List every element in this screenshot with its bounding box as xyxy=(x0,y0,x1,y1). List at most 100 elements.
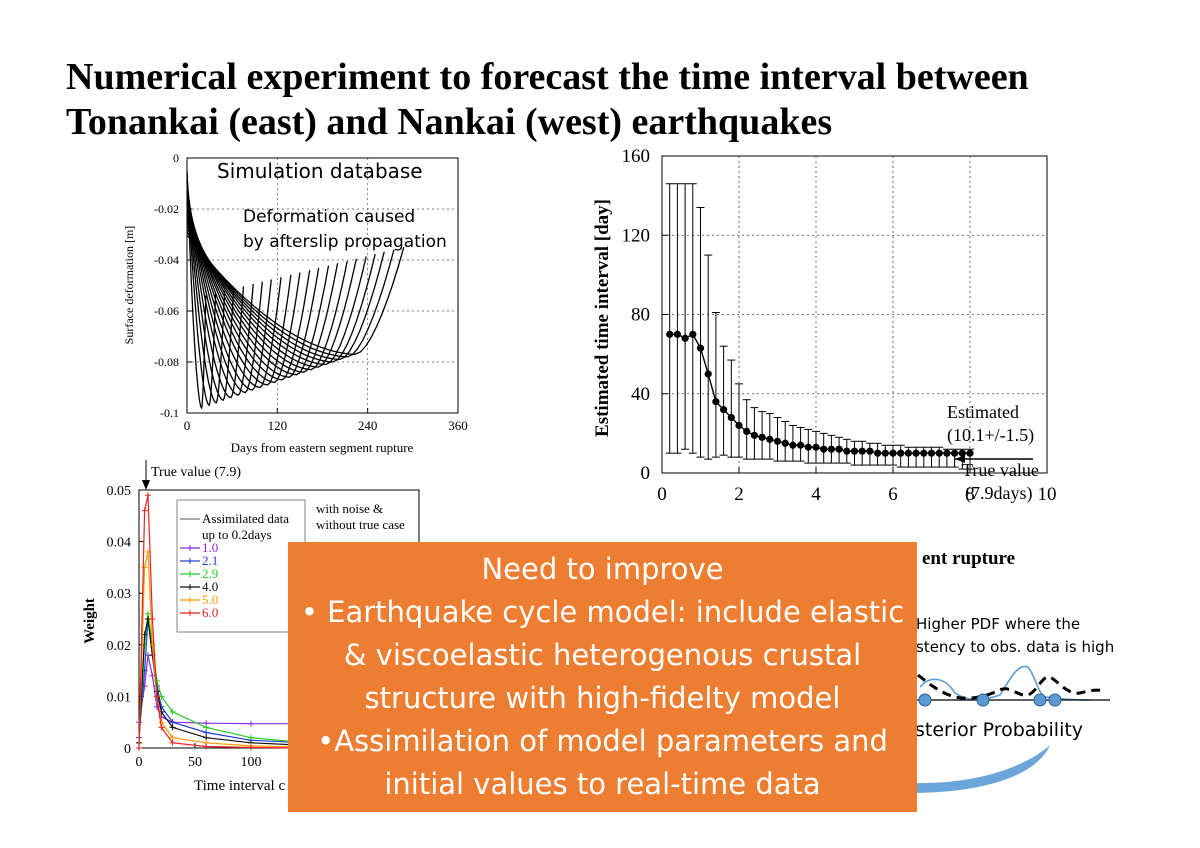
legend-title-line-1: Assimilated data xyxy=(202,511,289,526)
deformation-curve xyxy=(186,234,405,355)
chart2-y-tick-label: 40 xyxy=(631,384,650,405)
estimate-point xyxy=(804,443,812,451)
chart3-legend xyxy=(176,499,306,633)
chart1-title: Simulation database xyxy=(217,159,423,183)
down-arrow-icon xyxy=(142,480,150,490)
chart2-y-axis-label: Estimated time interval [day] xyxy=(592,199,613,437)
chart1-x-axis-label: Days from eastern segment rupture xyxy=(231,440,414,455)
deformation-curve xyxy=(186,201,301,384)
estimate-point xyxy=(904,449,912,457)
true-value-label: True value xyxy=(962,460,1039,480)
estimate-point xyxy=(673,330,681,338)
chart3-y-tick-label: 0.01 xyxy=(107,690,132,705)
legend-note-line-1: with noise & xyxy=(316,501,383,516)
estimate-point xyxy=(858,447,866,455)
slide-title-line-1: Numerical experiment to forecast the tim… xyxy=(66,56,1029,98)
deformation-curve xyxy=(186,195,282,389)
particle-dot xyxy=(976,693,990,707)
legend-label: 2.1 xyxy=(202,553,218,568)
estimate-point xyxy=(951,449,959,457)
estimate-point xyxy=(958,449,966,457)
deformation-curve xyxy=(186,216,348,371)
deformation-curve xyxy=(186,176,226,404)
estimate-point xyxy=(773,437,782,445)
chart1-x-tick-label: 240 xyxy=(358,418,378,433)
estimate-point xyxy=(735,421,743,430)
deformation-curve xyxy=(186,219,358,368)
estimate-point xyxy=(866,447,874,455)
estimate-point xyxy=(781,439,789,447)
chart3-y-axis-label: Weight xyxy=(82,598,98,644)
improvement-callout: Need to improve • Earthquake cycle model… xyxy=(288,542,917,812)
chart2-x-tick-label: 10 xyxy=(1038,484,1057,505)
chart1-ticks: 0 120 240 360 0 -0.02 -0.04 -0.06 -0.08 -0.1 xyxy=(154,151,468,433)
chart3-x-tick-label: 0 xyxy=(136,755,143,770)
estimate-point xyxy=(820,445,828,453)
estimate-point xyxy=(874,449,882,457)
slide-title-line-2: Tonankai (east) and Nankai (west) earthq… xyxy=(66,101,833,143)
chart3-y-tick-label: 0.04 xyxy=(107,536,132,551)
estimate-point xyxy=(750,431,758,439)
chart3-x-axis-label-fragment: Time interval c xyxy=(194,778,285,794)
chart1-y-tick-label: 0 xyxy=(173,151,179,165)
true-value-days-label: (7.9days) xyxy=(965,483,1032,504)
chart2-x-tick-label: 2 xyxy=(734,484,744,505)
chart1-y-tick-label: -0.04 xyxy=(154,253,179,267)
estimate-point xyxy=(766,435,774,443)
estimate-point xyxy=(681,334,689,342)
chart1-x-tick-label: 360 xyxy=(448,418,468,433)
estimate-point xyxy=(758,433,766,441)
legend-label: 5.0 xyxy=(202,592,218,607)
chart3-x-tick-label: 50 xyxy=(188,755,202,770)
chart1-y-tick-label: -0.1 xyxy=(160,406,179,420)
estimate-point xyxy=(727,413,735,422)
chart1-x-tick-label: 120 xyxy=(268,418,288,433)
chart2-x-tick-label: 8 xyxy=(965,484,975,505)
chart2-points xyxy=(666,330,974,457)
deformation-curve xyxy=(186,179,235,402)
pdf-caption: sterior Probability xyxy=(915,719,1083,741)
deformation-curve xyxy=(186,182,245,399)
chart3-y-tick-label: 0.03 xyxy=(107,587,132,602)
callout-bullet-1: • Earthquake cycle model: include elasti… xyxy=(300,595,905,629)
chart2-y-tick-label: 80 xyxy=(631,305,650,326)
pdf-dashed-curve xyxy=(917,673,1106,700)
estimate-point xyxy=(720,406,728,414)
chart2-y-tick-label: 0 xyxy=(641,463,651,484)
particle-dot xyxy=(1033,693,1047,707)
chart2-x-tick-label: 6 xyxy=(888,484,898,505)
chart3-true-value-label: True value (7.9) xyxy=(151,465,241,480)
estimated-interval-chart: 0 2 4 6 8 10 0 40 80 120 160 Estimated (10.1+/-1.5… xyxy=(592,146,1057,569)
estimate-point xyxy=(920,449,928,457)
chart3-y-tick-label: 0.05 xyxy=(107,484,132,499)
estimate-point xyxy=(712,398,720,406)
chart1-y-tick-label: -0.02 xyxy=(154,202,179,216)
slide-title: Numerical experiment to forecast the tim… xyxy=(66,55,1166,145)
pdf-text-line-1: Higher PDF where the xyxy=(916,615,1080,633)
chart2-y-tick-label: 120 xyxy=(622,225,651,246)
estimated-label: Estimated xyxy=(947,402,1019,422)
legend-title-line-2: up to 0.2days xyxy=(202,527,272,542)
estimate-point xyxy=(966,449,974,457)
pdf-text-line-2: stency to obs. data is high xyxy=(916,638,1114,656)
simulation-database-chart: 0 120 240 360 0 -0.02 -0.04 -0.06 -0.08 -0.1 Simu… xyxy=(122,151,468,455)
chart1-x-tick-label: 0 xyxy=(184,418,191,433)
estimate-point xyxy=(797,441,805,449)
callout-heading: Need to improve xyxy=(481,552,724,586)
estimate-point xyxy=(935,449,943,457)
estimate-point xyxy=(912,449,920,457)
estimate-point xyxy=(850,447,859,455)
chart1-curves xyxy=(186,170,405,410)
chart1-annotation-line-1: Deformation caused xyxy=(243,207,415,227)
chart2-grid xyxy=(662,156,1047,473)
particle-dot xyxy=(918,693,932,707)
chart2-x-tick-label: 0 xyxy=(657,484,667,505)
deformation-curve xyxy=(186,213,339,373)
chart2-x-tick-label: 4 xyxy=(811,484,821,505)
posterior-probability-illustration: Higher PDF where the stency to obs. data… xyxy=(910,615,1114,793)
estimate-point xyxy=(789,441,797,449)
chart3-x-tick-label: 100 xyxy=(241,755,262,770)
callout-bullet-1-cont-2: structure with high-fidelty model xyxy=(364,681,841,715)
estimate-point xyxy=(696,344,705,352)
callout-bullet-2-cont: initial values to real-time data xyxy=(384,767,821,801)
